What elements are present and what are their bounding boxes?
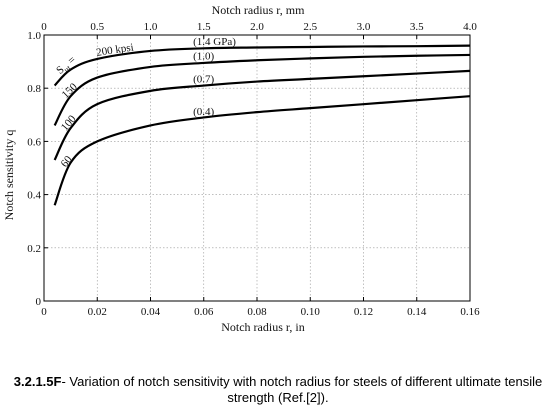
series-si-label-1: (1.4 GPa) [193, 36, 236, 48]
series-label-3: 100 [59, 113, 79, 134]
series-curve-4 [53, 95, 471, 206]
y-tick-label: 0 [36, 296, 42, 308]
caption-number: 3.2.1.5F [13, 374, 62, 389]
y-axis-title: Notch sensitivity q [2, 130, 16, 221]
caption-text: - Variation of notch sensitivity with no… [61, 374, 543, 405]
axis-ticks: 0 0.02 0.04 0.06 0.08 0.10 0.12 0.14 0.16 0 0.5 1.0… [27, 21, 480, 318]
data-curves [53, 44, 471, 206]
series-si-label-4: (0.4) [193, 106, 214, 118]
y-tick-label: 1.0 [27, 30, 41, 42]
x2-tick-label: 2.0 [250, 21, 264, 33]
x-tick-label: 0.08 [247, 306, 267, 318]
x2-tick-label: 3.5 [410, 21, 424, 33]
series-label-4: 60 [59, 153, 76, 169]
y-tick-label: 0.2 [27, 243, 41, 255]
x2-tick-label: 0 [41, 21, 47, 33]
x-tick-label: 0.06 [194, 306, 214, 318]
x2-tick-label: 4.0 [463, 21, 477, 33]
bottom-axis-title: Notch radius r, in [221, 320, 305, 334]
series-curve-3 [53, 69, 471, 161]
figure-caption: 3.2.1.5F- Variation of notch sensitivity… [0, 374, 556, 406]
x2-tick-label: 3.0 [357, 21, 371, 33]
x-tick-label: 0.16 [460, 306, 480, 318]
x-tick-label: 0.14 [407, 306, 427, 318]
series-curve-2 [53, 53, 471, 126]
x-tick-label: 0.02 [88, 306, 107, 318]
notch-sensitivity-chart: 0 0.02 0.04 0.06 0.08 0.10 0.12 0.14 0.16 0 0.5 1.0… [2, 3, 480, 334]
y-tick-label: 0.4 [27, 190, 41, 202]
series-si-label-3: (0.7) [193, 74, 214, 86]
top-axis-title: Notch radius r, mm [212, 3, 306, 17]
x-tick-label: 0.10 [301, 306, 321, 318]
series-si-label-2: (1.0) [193, 51, 214, 63]
x-tick-label: 0.12 [354, 306, 373, 318]
series-label-1: 200 kpsi [95, 42, 134, 59]
x2-tick-label: 1.5 [197, 21, 211, 33]
y-tick-label: 0.8 [27, 83, 41, 95]
x2-tick-label: 0.5 [90, 21, 104, 33]
x-tick-label: 0.04 [141, 306, 161, 318]
series-curve-1 [53, 44, 471, 87]
y-tick-label: 0.6 [27, 136, 41, 148]
x-tick-label: 0 [41, 306, 47, 318]
x2-tick-label: 2.5 [303, 21, 317, 33]
series-label-2: 150 [60, 81, 81, 101]
grid-lines [44, 35, 470, 301]
x2-tick-label: 1.0 [144, 21, 158, 33]
